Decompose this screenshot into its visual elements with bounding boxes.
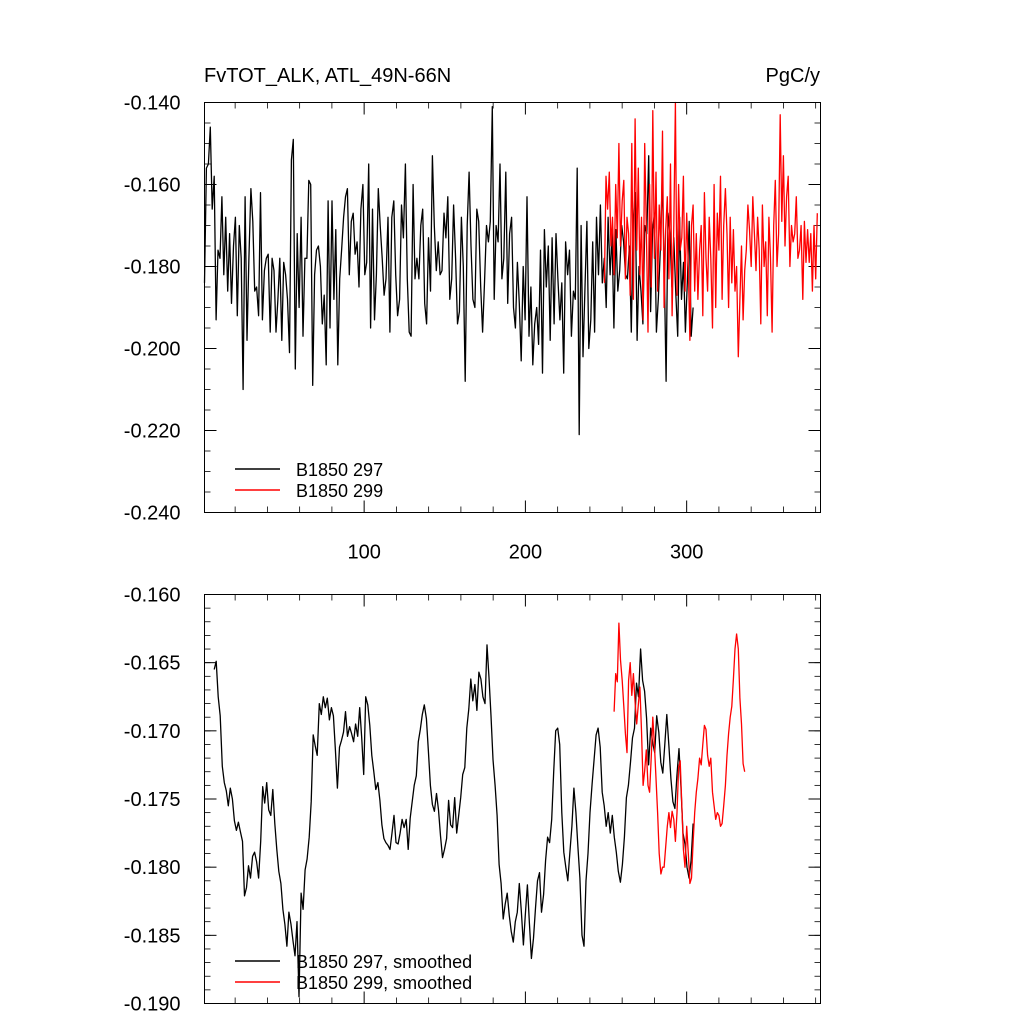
y-tick-label: -0.180 xyxy=(124,857,181,879)
bottom-panel-frame xyxy=(204,594,821,1004)
legend-label-b1850-299: B1850 299 xyxy=(296,481,383,501)
y-tick-label: -0.175 xyxy=(124,789,181,811)
x-tick-label: 200 xyxy=(509,542,542,564)
legend-label-b1850-297: B1850 297 xyxy=(296,460,383,480)
x-tick-label: 300 xyxy=(670,542,703,564)
top-panel: FvTOT_ALK, ATL_49N-66N PgC/y -0.140 -0.16… xyxy=(124,65,821,564)
series-line-b1850-297 xyxy=(203,105,694,436)
y-tick-label: -0.185 xyxy=(124,925,181,947)
top-panel-units: PgC/y xyxy=(766,65,820,87)
y-tick-label: -0.140 xyxy=(124,93,181,115)
top-panel-x-tick-labels: 100 200 300 xyxy=(347,542,703,564)
y-tick-label: -0.220 xyxy=(124,421,181,443)
top-panel-y-tick-labels: -0.140 -0.160 -0.180 -0.200 -0.220 -0.240 xyxy=(124,93,181,525)
legend-label-b1850-299-smoothed: B1850 299, smoothed xyxy=(296,973,472,993)
top-panel-title: FvTOT_ALK, ATL_49N-66N xyxy=(204,65,451,87)
series-line-b1850-297-smoothed xyxy=(213,644,694,998)
y-tick-label: -0.240 xyxy=(124,503,181,525)
x-tick-label: 100 xyxy=(347,542,380,564)
y-tick-label: -0.180 xyxy=(124,257,181,279)
y-tick-label: -0.165 xyxy=(124,653,181,675)
bottom-panel: -0.160 -0.165 -0.170 -0.175 -0.180 -0.185 -0.1… xyxy=(124,585,821,1016)
legend-label-b1850-297-smoothed: B1850 297, smoothed xyxy=(296,952,472,972)
bottom-panel-legend: B1850 297, smoothed B1850 299, smoothed xyxy=(235,952,472,993)
bottom-panel-y-tick-labels: -0.160 -0.165 -0.170 -0.175 -0.180 -0.185 -0.1… xyxy=(124,585,181,1016)
bottom-panel-series xyxy=(213,622,746,998)
top-panel-series xyxy=(203,101,818,436)
top-panel-frame xyxy=(204,102,821,513)
y-tick-label: -0.200 xyxy=(124,339,181,361)
y-tick-label: -0.160 xyxy=(124,175,181,197)
top-panel-legend: B1850 297 B1850 299 xyxy=(235,460,383,501)
y-tick-label: -0.190 xyxy=(124,994,181,1016)
bottom-panel-ticks xyxy=(204,594,821,1004)
series-line-b1850-299 xyxy=(603,101,818,358)
series-line-b1850-299-smoothed xyxy=(613,622,746,885)
y-tick-label: -0.170 xyxy=(124,721,181,743)
y-tick-label: -0.160 xyxy=(124,585,181,607)
